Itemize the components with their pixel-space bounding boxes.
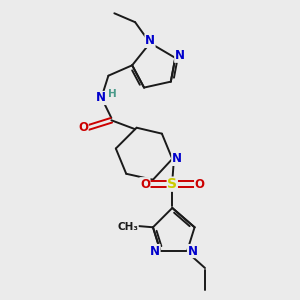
- Text: N: N: [175, 49, 185, 62]
- Text: N: N: [188, 244, 197, 258]
- Text: N: N: [150, 244, 160, 258]
- Text: CH₃: CH₃: [117, 222, 138, 232]
- Text: O: O: [195, 178, 205, 191]
- Text: N: N: [145, 34, 155, 47]
- Text: N: N: [96, 92, 106, 104]
- Text: N: N: [172, 152, 182, 165]
- Text: S: S: [167, 177, 177, 191]
- Text: O: O: [140, 178, 150, 191]
- Text: O: O: [78, 121, 88, 134]
- Text: H: H: [108, 88, 117, 98]
